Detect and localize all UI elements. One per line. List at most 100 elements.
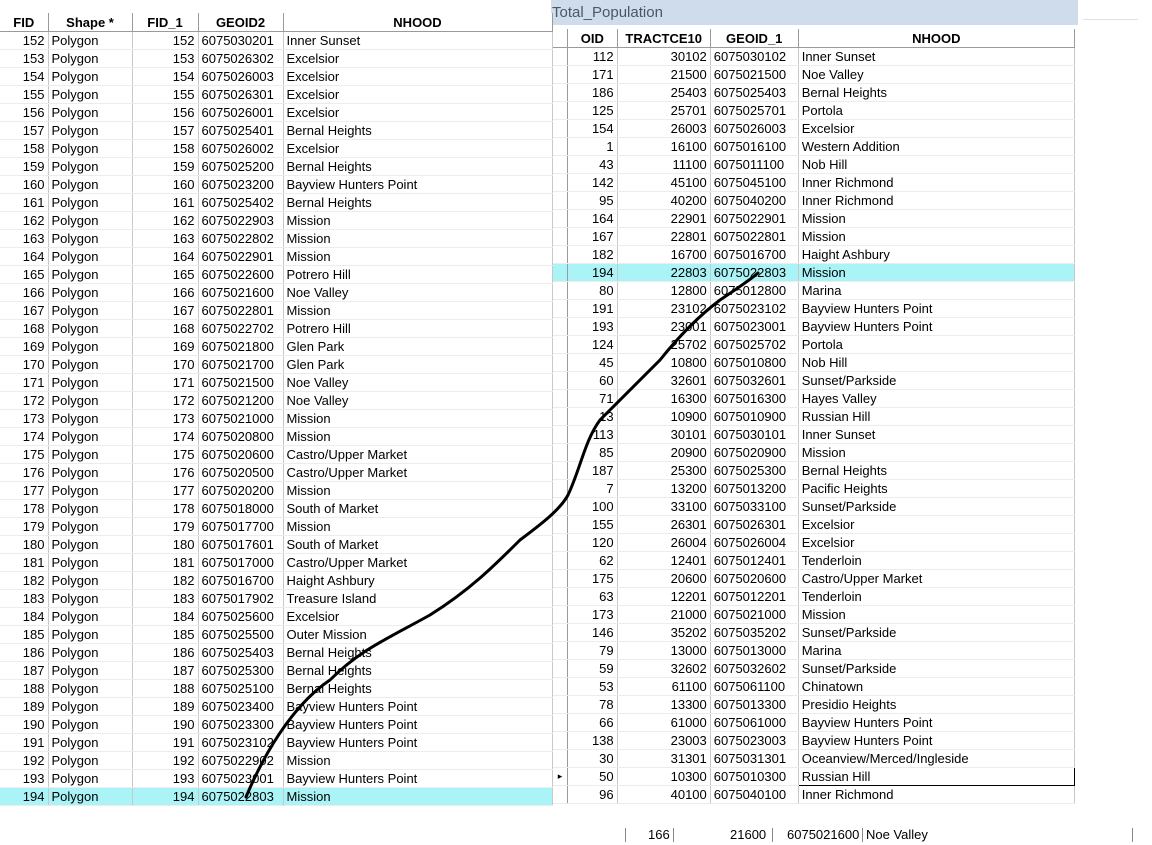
cell-oid[interactable]: 113 [567,425,618,444]
cell-nhood[interactable]: Excelsior [283,607,553,626]
cell-nhood[interactable]: Noe Valley [798,65,1076,84]
table-row[interactable]: 80 12800 6075012800 Marina [553,281,1076,300]
cell-geoid2[interactable]: 6075026001 [198,103,284,122]
cell-nhood[interactable]: Potrero Hill [283,265,553,284]
cell-nhood[interactable]: Bernal Heights [283,121,553,140]
cell-shape[interactable]: Polygon [48,247,133,266]
cell-nhood[interactable]: Bayview Hunters Point [283,697,553,716]
cell-tractce10[interactable]: 45100 [617,173,711,192]
cell-tractce10[interactable]: 40100 [617,785,711,804]
cell-geoid-1[interactable]: 6075032602 [710,659,799,678]
row-selector[interactable] [553,83,569,102]
cell-geoid-1[interactable]: 6075040100 [710,785,799,804]
cell-tractce10[interactable]: 25300 [617,461,711,480]
cell-geoid2[interactable]: 6075020800 [198,427,284,446]
table-row[interactable]: 168 Polygon 168 6075022702 Potrero Hill [0,319,553,338]
cell-nhood[interactable]: Excelsior [283,85,553,104]
cell-tractce10[interactable]: 13200 [617,479,711,498]
cell-fid-1[interactable]: 174 [132,427,199,446]
cell-geoid2[interactable]: 6075021600 [198,283,284,302]
cell-nhood[interactable]: Bernal Heights [283,643,553,662]
row-selector[interactable] [553,479,569,498]
table-row[interactable]: 193 23001 6075023001 Bayview Hunters Point [553,317,1076,336]
cell-oid[interactable]: 66 [567,713,618,732]
cell-fid-1[interactable]: 179 [132,517,199,536]
table-row[interactable]: 13 10900 6075010900 Russian Hill [553,407,1076,426]
cell-nhood[interactable]: Noe Valley [283,373,553,392]
row-selector[interactable] [553,605,569,624]
table-row[interactable]: 182 Polygon 182 6075016700 Haight Ashbury [0,571,553,590]
row-selector[interactable] [553,371,569,390]
table-row[interactable]: 194 Polygon 194 6075022803 Mission [0,787,553,806]
cell-geoid2[interactable]: 6075021000 [198,409,284,428]
cell-nhood[interactable]: Portola [798,101,1076,120]
cell-fid-1[interactable]: 172 [132,391,199,410]
cell-nhood[interactable]: Mission [283,247,553,266]
cell-oid[interactable]: 100 [567,497,618,516]
cell-shape[interactable]: Polygon [48,283,133,302]
cell-shape[interactable]: Polygon [48,445,133,464]
cell-geoid2[interactable]: 6075021700 [198,355,284,374]
cell-tractce10[interactable]: 23001 [617,317,711,336]
row-selector[interactable] [553,245,569,264]
cell-nhood[interactable]: Excelsior [798,515,1076,534]
cell-geoid2[interactable]: 6075025403 [198,643,284,662]
cell-shape[interactable]: Polygon [48,103,133,122]
cell-geoid-1[interactable]: 6075013200 [710,479,799,498]
row-selector[interactable] [553,389,569,408]
cell-fid[interactable]: 155 [0,85,49,104]
cell-tractce10[interactable]: 26301 [617,515,711,534]
cell-geoid2[interactable]: 6075022600 [198,265,284,284]
cell-oid[interactable]: 167 [567,227,618,246]
table-row[interactable]: 120 26004 6075026004 Excelsior [553,533,1076,552]
cell-geoid-1[interactable]: 6075012201 [710,587,799,606]
table-row[interactable]: 171 Polygon 171 6075021500 Noe Valley [0,373,553,392]
row-selector[interactable] [553,119,569,138]
cell-geoid2[interactable]: 6075018000 [198,499,284,518]
cell-nhood[interactable]: Mission [283,211,553,230]
cell-fid[interactable]: 170 [0,355,49,374]
cell-nhood[interactable]: Inner Richmond [798,191,1076,210]
row-selector[interactable] [553,65,569,84]
cell-fid[interactable]: 190 [0,715,49,734]
cell-geoid-1[interactable]: 6075023003 [710,731,799,750]
cell-fid-1[interactable]: 177 [132,481,199,500]
cell-geoid-1[interactable]: 6075033100 [710,497,799,516]
row-selector[interactable] [553,407,569,426]
cell-nhood[interactable]: Sunset/Parkside [798,371,1076,390]
cell-geoid-1[interactable]: 6075011100 [710,155,799,174]
cell-geoid-1[interactable]: 6075010300 [710,767,799,786]
cell-shape[interactable]: Polygon [48,427,133,446]
cell-fid-1[interactable]: 178 [132,499,199,518]
cell-shape[interactable]: Polygon [48,319,133,338]
table-row[interactable]: 71 16300 6075016300 Hayes Valley [553,389,1076,408]
cell-fid-1[interactable]: 170 [132,355,199,374]
cell-nhood[interactable]: Chinatown [798,677,1076,696]
table-row[interactable]: 170 Polygon 170 6075021700 Glen Park [0,355,553,374]
cell-nhood[interactable]: Tenderloin [798,551,1076,570]
cell-oid[interactable]: 45 [567,353,618,372]
table-row[interactable]: 155 Polygon 155 6075026301 Excelsior [0,85,553,104]
cell-fid-1[interactable]: 154 [132,67,199,86]
cell-tractce10[interactable]: 21500 [617,65,711,84]
row-selector[interactable] [553,713,569,732]
table-row[interactable]: 175 Polygon 175 6075020600 Castro/Upper Mark… [0,445,553,464]
cell-shape[interactable]: Polygon [48,409,133,428]
cell-geoid2[interactable]: 6075017601 [198,535,284,554]
row-selector[interactable] [553,281,569,300]
cell-geoid-1[interactable]: 6075016700 [710,245,799,264]
cell-geoid-1[interactable]: 6075030102 [710,47,799,66]
cell-oid[interactable]: 62 [567,551,618,570]
row-selector[interactable] [553,425,569,444]
cell-oid[interactable]: 138 [567,731,618,750]
cell-shape[interactable]: Polygon [48,751,133,770]
table-row[interactable]: 187 Polygon 187 6075025300 Bernal Heights [0,661,553,680]
cell-fid[interactable]: 181 [0,553,49,572]
cell-geoid2[interactable]: 6075022801 [198,301,284,320]
cell-nhood[interactable]: Inner Richmond [798,173,1076,192]
row-selector[interactable] [553,317,569,336]
cell-oid[interactable]: 95 [567,191,618,210]
cell-geoid-1[interactable]: 6075026004 [710,533,799,552]
row-selector[interactable] [553,191,569,210]
partial-row-below[interactable]: 166 21600 6075021600 Noe Valley [610,826,1135,844]
